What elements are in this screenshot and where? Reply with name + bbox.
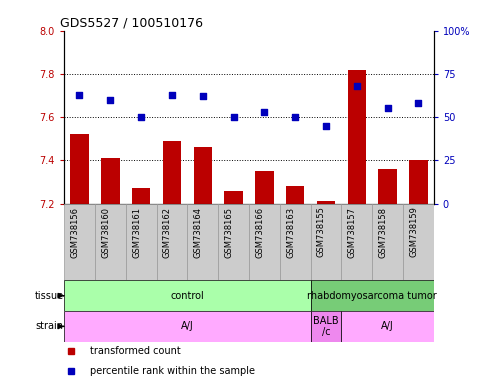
Text: control: control — [171, 291, 204, 301]
Bar — [163, 141, 181, 204]
Bar — [64, 311, 311, 342]
Text: GSM738164: GSM738164 — [194, 207, 203, 258]
Text: rhabdomyosarcoma tumor: rhabdomyosarcoma tumor — [307, 291, 437, 301]
Text: GSM738161: GSM738161 — [132, 207, 141, 258]
Text: GSM738155: GSM738155 — [317, 207, 326, 257]
Bar — [341, 204, 372, 280]
Bar — [255, 171, 274, 204]
Bar — [249, 204, 280, 280]
Text: GSM738159: GSM738159 — [409, 207, 419, 257]
Point — [106, 97, 114, 103]
Bar — [317, 201, 335, 204]
Bar — [187, 204, 218, 280]
Bar — [378, 169, 397, 204]
Text: A/J: A/J — [381, 321, 394, 331]
Point — [384, 106, 391, 112]
Bar — [101, 158, 119, 204]
Bar — [311, 311, 341, 342]
Bar — [132, 189, 150, 204]
Bar — [70, 134, 89, 204]
Point — [137, 114, 145, 120]
Bar — [126, 204, 157, 280]
Text: tissue: tissue — [35, 291, 64, 301]
Text: GSM738165: GSM738165 — [224, 207, 234, 258]
Text: GSM738166: GSM738166 — [255, 207, 264, 258]
Text: GSM738157: GSM738157 — [348, 207, 357, 258]
Text: GSM738156: GSM738156 — [70, 207, 79, 258]
Text: strain: strain — [35, 321, 64, 331]
Point — [75, 91, 83, 98]
Bar — [348, 70, 366, 204]
Text: GDS5527 / 100510176: GDS5527 / 100510176 — [61, 17, 204, 30]
Bar — [286, 186, 305, 204]
Bar — [409, 160, 427, 204]
Text: GSM738162: GSM738162 — [163, 207, 172, 258]
Text: GSM738158: GSM738158 — [379, 207, 387, 258]
Bar — [218, 204, 249, 280]
Bar — [280, 204, 311, 280]
Point — [353, 83, 361, 89]
Bar — [64, 280, 311, 311]
Bar — [311, 280, 434, 311]
Point — [230, 114, 238, 120]
Point — [199, 93, 207, 99]
Bar — [64, 204, 95, 280]
Text: GSM738160: GSM738160 — [101, 207, 110, 258]
Text: BALB
/c: BALB /c — [313, 316, 339, 337]
Point — [415, 100, 423, 106]
Bar — [157, 204, 187, 280]
Point — [322, 123, 330, 129]
Point — [168, 91, 176, 98]
Point — [291, 114, 299, 120]
Bar — [311, 204, 341, 280]
Point — [260, 109, 268, 115]
Bar — [193, 147, 212, 204]
Bar — [224, 190, 243, 204]
Bar — [403, 204, 434, 280]
Text: transformed count: transformed count — [90, 346, 181, 356]
Text: GSM738163: GSM738163 — [286, 207, 295, 258]
Bar — [341, 311, 434, 342]
Bar — [372, 204, 403, 280]
Text: A/J: A/J — [181, 321, 194, 331]
Text: percentile rank within the sample: percentile rank within the sample — [90, 366, 255, 376]
Bar — [95, 204, 126, 280]
